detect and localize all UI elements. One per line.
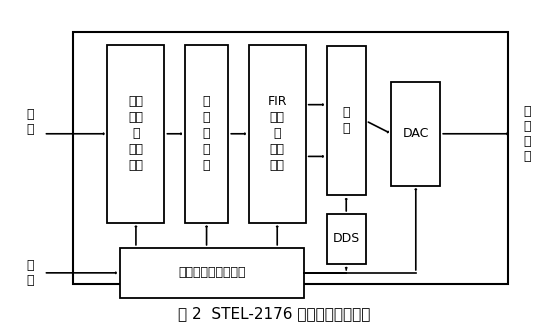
Text: 图 2  STEL-2176 调制部分内部结构: 图 2 STEL-2176 调制部分内部结构 [178,306,371,321]
Bar [185,45,228,223]
Text: DAC: DAC [402,127,429,140]
Bar [327,46,366,195]
Bar [391,82,440,186]
Text: 调
制
信
号: 调 制 信 号 [523,105,531,163]
Bar [108,45,165,223]
Bar [249,45,306,223]
Text: 星
座
点
映
射: 星 座 点 映 射 [203,95,210,172]
Bar [327,214,366,264]
Text: FIR
滤波
及
内插
滤波: FIR 滤波 及 内插 滤波 [267,95,287,172]
Bar [74,32,508,284]
Text: 调
制: 调 制 [343,106,350,135]
Bar [120,248,304,298]
Text: 时
钟: 时 钟 [26,259,33,287]
Text: 数据
接收
及
信道
编码: 数据 接收 及 信道 编码 [128,95,143,172]
Text: 时钟同步与频率综合: 时钟同步与频率综合 [178,266,246,279]
Text: 数
据: 数 据 [26,109,33,137]
Text: DDS: DDS [333,232,360,245]
